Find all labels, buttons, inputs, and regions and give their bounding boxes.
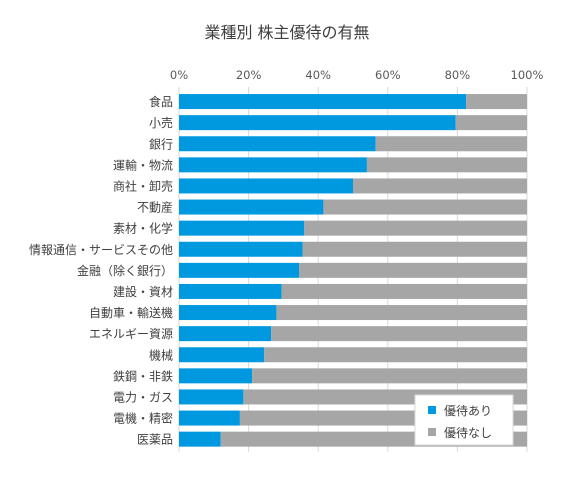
y-category-label: 情報通信・サービスその他 [29,243,173,257]
y-category-label: 運輸・物流 [113,157,173,172]
bar-segment-yuutai-nashi [455,115,527,131]
y-category-label: 商社・卸売 [113,178,173,193]
y-category-label: 自動車・輸送機 [89,305,173,320]
bar-segment-yuutai-nashi [302,241,527,257]
bar-segment-yuutai-ari [179,220,305,236]
bar-segment-yuutai-nashi [299,262,527,278]
bar-segment-yuutai-nashi [323,199,527,215]
legend-swatch [428,406,436,414]
chart-title: 業種別 株主優待の有無 [204,23,369,42]
y-category-label: 不動産 [137,200,173,215]
x-tick-label: 80% [445,68,471,82]
x-tick-label: 20% [236,68,262,82]
bar-segment-yuutai-ari [179,389,244,405]
bar-segment-yuutai-ari [179,326,272,342]
bar-segment-yuutai-ari [179,368,253,384]
y-axis-category-labels: 食品小売銀行運輸・物流商社・卸売不動産素材・化学情報通信・サービスその他金融（除… [29,94,173,447]
bar-segment-yuutai-nashi [276,305,527,321]
bar-segment-yuutai-ari [179,157,367,173]
y-category-label: 素材・化学 [113,221,173,236]
bar-segment-yuutai-nashi [375,136,527,152]
legend-label: 優待あり [444,404,492,418]
bar-segment-yuutai-nashi [271,326,527,342]
bar-segment-yuutai-ari [179,347,265,363]
y-category-label: 電力・ガス [113,390,173,404]
bar-segment-yuutai-nashi [252,368,527,384]
bar-segment-yuutai-nashi [353,178,527,194]
y-category-label: 小売 [149,115,173,130]
bar-segment-yuutai-ari [179,410,240,426]
bar-segment-yuutai-nashi [304,220,527,236]
x-tick-label: 60% [375,68,401,82]
bar-segment-yuutai-ari [179,241,303,257]
bar-segment-yuutai-ari [179,199,324,215]
bar-segment-yuutai-ari [179,178,353,194]
legend-box [414,394,514,446]
legend-label: 優待なし [444,426,492,440]
y-category-label: 食品 [149,94,173,109]
y-category-label: 銀行 [149,137,173,151]
y-category-label: 機械 [149,347,173,362]
bar-segment-yuutai-ari [179,305,277,321]
y-category-label: 医薬品 [137,433,173,447]
bar-segment-yuutai-ari [179,262,300,278]
bar-segment-yuutai-nashi [264,347,527,363]
x-axis-tick-labels: 0% 20% 40% 60% 80% 100% [170,68,544,82]
bar-segment-yuutai-nashi [281,283,527,299]
x-tick-label: 100% [511,68,544,82]
bar-segment-yuutai-ari [179,431,221,447]
legend-swatch [428,428,436,436]
bars [179,94,527,447]
y-category-label: 電機・精密 [113,411,173,426]
bar-segment-yuutai-ari [179,283,282,299]
x-tick-label: 0% [170,68,188,82]
bar-segment-yuutai-ari [179,115,456,131]
bar-segment-yuutai-nashi [466,94,527,110]
bar-segment-yuutai-ari [179,94,467,110]
bar-segment-yuutai-ari [179,136,376,152]
bar-segment-yuutai-nashi [366,157,527,173]
y-category-label: 建設・資材 [113,284,173,299]
y-category-label: 金融（除く銀行） [77,263,173,278]
y-category-label: 鉄鋼・非鉄 [113,368,173,383]
y-category-label: エネルギー資源 [89,327,173,341]
x-tick-label: 40% [305,68,331,82]
